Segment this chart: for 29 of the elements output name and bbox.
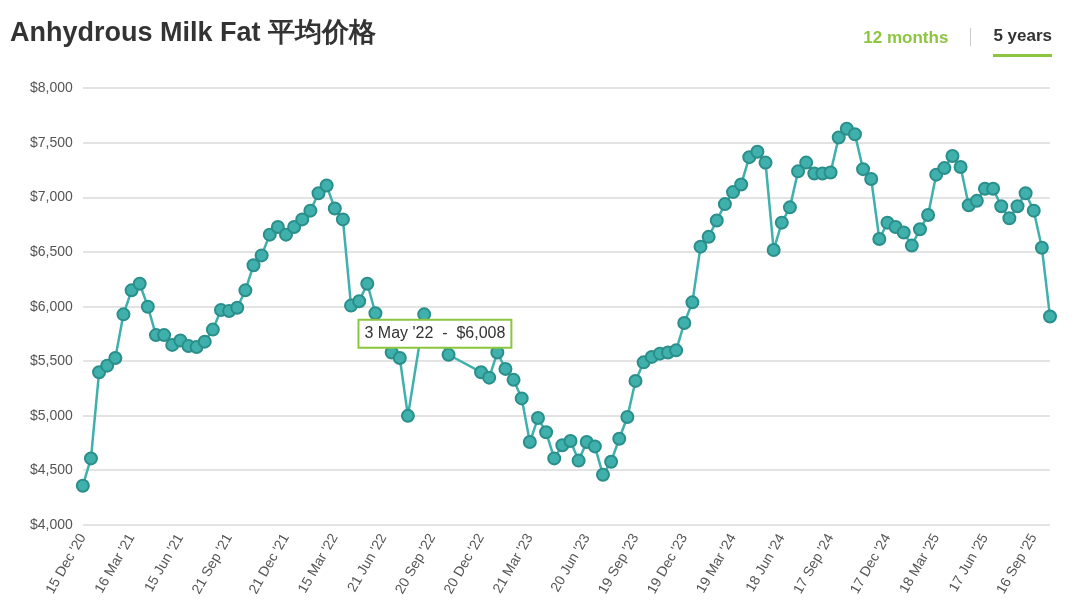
chart-title: Anhydrous Milk Fat 平均价格 bbox=[10, 16, 377, 49]
x-tick-label: 20 Jun '23 bbox=[546, 530, 593, 595]
x-tick-label: 18 Mar '25 bbox=[895, 530, 943, 596]
x-tick-label: 18 Jun '24 bbox=[741, 530, 788, 595]
y-tick-label: $5,000 bbox=[29, 406, 74, 423]
x-tick-label: 19 Mar '24 bbox=[692, 530, 740, 596]
y-tick-label: $7,000 bbox=[29, 188, 74, 205]
y-tick-label: $4,000 bbox=[29, 515, 74, 532]
x-tick-label: 19 Sep '23 bbox=[594, 530, 642, 597]
x-tick-label: 21 Sep '21 bbox=[187, 530, 236, 597]
text: 5 years bbox=[993, 24, 1052, 57]
y-tick-label: $4,500 bbox=[29, 461, 74, 478]
x-tick-label: 17 Dec '24 bbox=[846, 530, 894, 597]
x-tick-label: 21 Jun '22 bbox=[343, 530, 390, 595]
x-tick-label: 15 Mar '22 bbox=[294, 530, 341, 596]
y-tick-label: $5,500 bbox=[29, 352, 74, 369]
y-tick-label: $8,000 bbox=[29, 79, 74, 96]
y-tick-label: $7,500 bbox=[29, 133, 74, 150]
x-tick-label: 17 Sep '24 bbox=[789, 530, 837, 597]
x-tick-label: 21 Mar '23 bbox=[489, 530, 536, 596]
x-tick-label: 15 Jun '21 bbox=[140, 530, 187, 595]
x-tick-label: 20 Sep '22 bbox=[391, 530, 439, 597]
y-tick-label: $6,000 bbox=[29, 297, 74, 314]
x-tick-label: 17 Jun '25 bbox=[945, 530, 992, 595]
y-tick-label: $6,500 bbox=[29, 242, 74, 259]
x-tick-label: 16 Sep '25 bbox=[992, 530, 1040, 597]
text: 12 months bbox=[863, 26, 949, 49]
x-tick-label: 16 Mar '21 bbox=[90, 530, 138, 596]
annotation: 3 May '22 - $6,008 bbox=[364, 324, 506, 342]
